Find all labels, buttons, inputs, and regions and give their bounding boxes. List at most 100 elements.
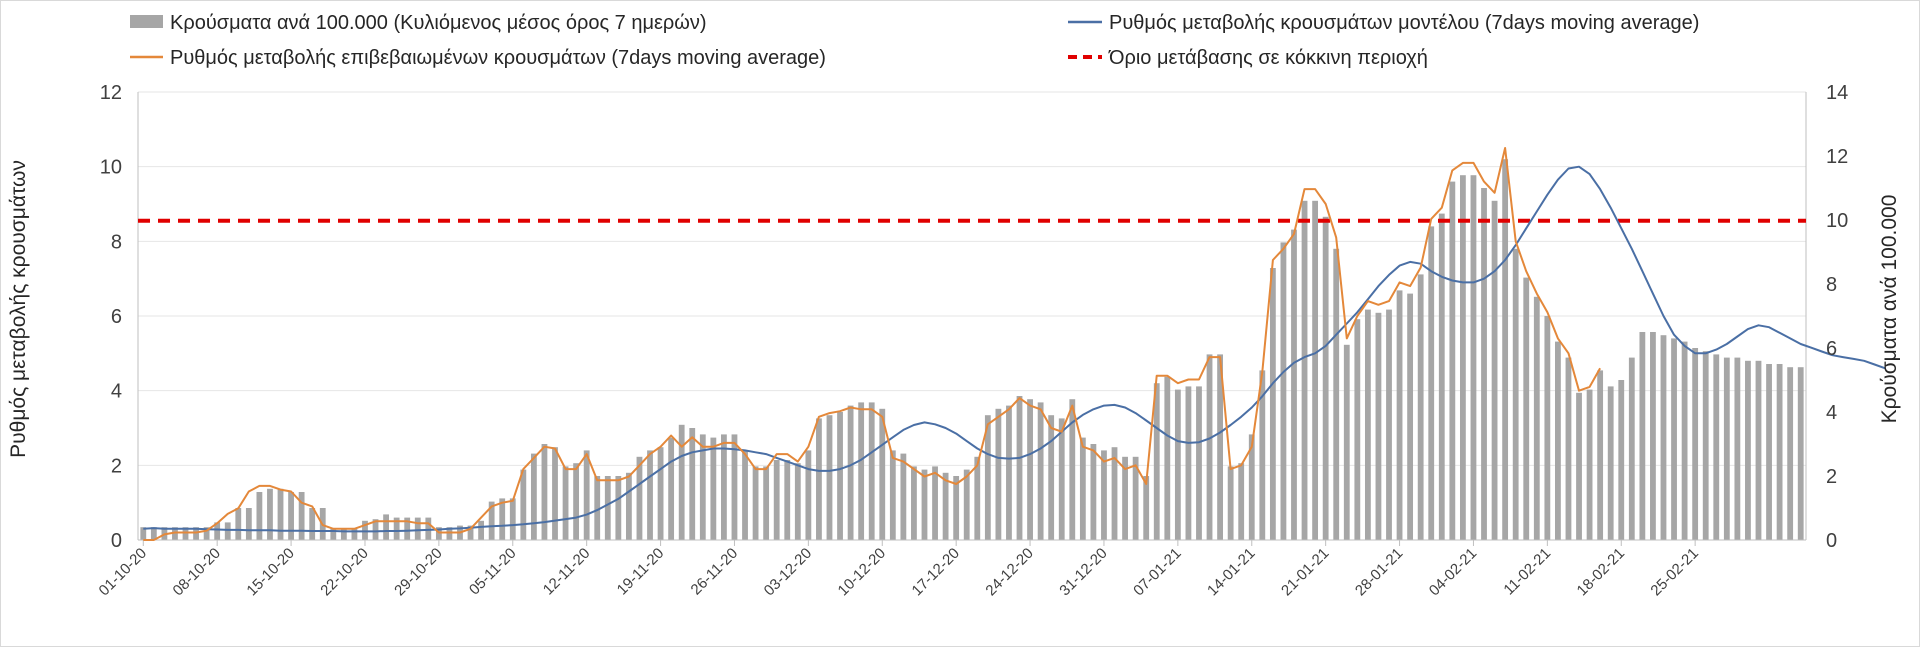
bar — [1343, 344, 1350, 540]
bar — [1745, 360, 1751, 540]
lines-series — [138, 147, 1886, 541]
bar — [1259, 370, 1266, 540]
bar — [1164, 376, 1171, 540]
bar — [277, 488, 284, 540]
bar — [1723, 357, 1730, 540]
legend: Κρούσματα ανά 100.000 (Κυλιόμενος μέσος … — [130, 12, 1699, 69]
bar — [1428, 226, 1435, 540]
bar — [1734, 357, 1741, 540]
bar — [478, 520, 485, 540]
bar — [942, 472, 949, 540]
bar — [879, 408, 886, 540]
bar — [625, 472, 632, 540]
bar — [140, 527, 147, 540]
bar — [615, 476, 622, 540]
bar — [995, 408, 1002, 540]
bar — [393, 517, 400, 540]
bar — [1058, 418, 1065, 540]
bar — [298, 492, 305, 540]
bar — [963, 469, 970, 540]
bar — [794, 463, 801, 540]
bar — [1322, 216, 1329, 541]
bar — [1586, 389, 1593, 540]
bar — [499, 498, 506, 540]
bar — [1766, 364, 1772, 540]
bar — [1555, 341, 1561, 540]
bar — [1797, 367, 1804, 540]
bar — [1776, 364, 1783, 540]
legend-model-label: Ρυθμός μεταβολής κρουσμάτων μοντέλου (7d… — [1109, 12, 1699, 34]
bar — [889, 450, 896, 540]
bar — [1122, 456, 1128, 540]
bar — [984, 415, 991, 540]
bar — [678, 424, 685, 540]
y-right-tick-label: 8 — [1826, 274, 1837, 296]
bar — [1111, 447, 1118, 540]
bar — [1291, 229, 1297, 540]
bar — [1386, 309, 1392, 540]
bar — [530, 453, 537, 540]
bar — [731, 434, 738, 540]
bar — [594, 476, 601, 540]
bar — [541, 444, 548, 540]
bar — [1269, 268, 1276, 540]
bar — [1502, 159, 1509, 540]
bar — [150, 527, 157, 540]
bar — [932, 466, 938, 540]
y-left-tick-label: 8 — [111, 231, 122, 253]
bar — [562, 466, 569, 540]
bar — [1048, 415, 1055, 540]
bar — [330, 528, 337, 540]
bar — [847, 405, 854, 540]
bar — [1006, 405, 1012, 540]
bar — [193, 527, 199, 540]
y-axis-right-title: Κρούσματα ανά 100.000 — [1878, 195, 1901, 424]
y-right-tick-label: 14 — [1826, 82, 1848, 104]
bar — [900, 453, 907, 540]
bar — [1153, 383, 1160, 540]
bar — [182, 527, 189, 540]
bar — [1607, 386, 1614, 540]
bar — [1143, 476, 1150, 540]
legend-bars-swatch — [130, 15, 163, 28]
bar — [1101, 450, 1107, 540]
bar — [1227, 466, 1234, 540]
bar — [1533, 296, 1540, 540]
y-right-tick-label: 2 — [1826, 466, 1837, 488]
bar — [1512, 248, 1519, 541]
bar — [763, 466, 770, 540]
legend-confirmed-label: Ρυθμός μεταβολής επιβεβαιωμένων κρουσμάτ… — [170, 47, 826, 69]
bar — [1639, 332, 1646, 540]
bar — [1079, 437, 1086, 540]
y-right-tick-label: 10 — [1826, 210, 1848, 232]
bar — [1650, 332, 1656, 540]
bar — [1438, 213, 1445, 540]
bar — [1196, 386, 1202, 540]
y-left-tick-label: 12 — [100, 82, 122, 104]
bar — [752, 466, 759, 540]
bar — [1470, 175, 1477, 540]
bar — [1576, 392, 1582, 540]
bar — [509, 498, 516, 540]
bar — [1417, 274, 1424, 540]
bar — [1364, 309, 1371, 540]
bar — [604, 476, 611, 540]
bar — [1037, 402, 1044, 540]
bar — [1618, 380, 1625, 540]
bar — [805, 450, 812, 540]
y-left-tick-label: 10 — [100, 157, 122, 179]
bar — [351, 528, 358, 540]
bar — [1481, 188, 1487, 540]
bar — [1016, 396, 1023, 540]
bar — [816, 418, 822, 540]
bar — [1713, 354, 1720, 540]
bar — [647, 450, 653, 540]
bar — [721, 434, 727, 540]
y-left-tick-label: 4 — [111, 381, 122, 403]
y-right-tick-label: 0 — [1826, 530, 1837, 552]
legend-bars-label: Κρούσματα ανά 100.000 (Κυλιόμενος μέσος … — [170, 12, 707, 34]
bar — [383, 514, 389, 540]
y-left-tick-label: 2 — [111, 455, 122, 477]
bar — [203, 527, 210, 540]
